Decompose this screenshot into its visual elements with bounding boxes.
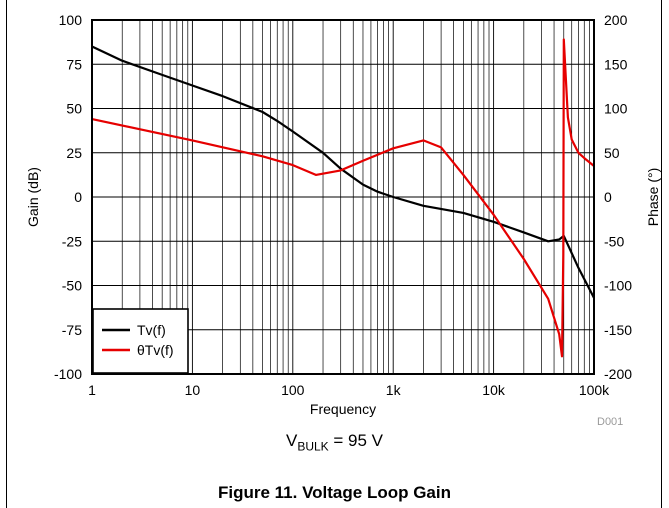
- y-left-tick-label: 25: [66, 145, 82, 161]
- plot-border: [91, 19, 595, 375]
- y-left-tick-label: 0: [74, 189, 82, 205]
- y-left-tick-label: -100: [54, 366, 82, 382]
- condition-subscript: BULK: [297, 439, 329, 454]
- condition-suffix: = 95 V: [328, 431, 384, 450]
- y-right-tick-label: -100: [604, 278, 632, 294]
- figure-caption: Figure 11. Voltage Loop Gain: [218, 483, 451, 502]
- watermark-label: D001: [597, 416, 623, 425]
- series-line-2: [91, 38, 595, 358]
- y-left-tick-label: -50: [62, 278, 82, 294]
- x-tick-label: 1k: [386, 382, 402, 398]
- legend: Tv(f) θTv(f): [92, 308, 189, 374]
- y-right-axis-title: Phase (°): [645, 168, 661, 227]
- x-tick-label: 10: [185, 382, 201, 398]
- legend-box: [92, 308, 189, 374]
- x-tick-label: 1: [88, 382, 96, 398]
- x-tick-label: 10k: [482, 382, 506, 398]
- figure-frame: [6, 0, 662, 508]
- y-left-tick-label: 50: [66, 101, 82, 117]
- y-right-tick-label: 200: [604, 12, 628, 28]
- y-left-tick-label: 75: [66, 56, 82, 72]
- y-left-tick-label: -75: [62, 322, 82, 338]
- x-tick-label: 100k: [579, 382, 610, 398]
- y-right-tick-label: -200: [604, 366, 632, 382]
- y-right-tick-label: 0: [604, 189, 612, 205]
- x-tick-label: 100: [281, 382, 305, 398]
- series-line-1: [91, 45, 595, 299]
- y-right-tick-label: 50: [604, 145, 620, 161]
- y-left-axis-title: Gain (dB): [25, 167, 41, 227]
- y-right-tick-label: -50: [604, 233, 624, 249]
- y-right-tick-label: 150: [604, 56, 628, 72]
- y-left-tick-label: 100: [59, 12, 83, 28]
- legend-label-2: θTv(f): [137, 342, 174, 358]
- legend-label-1: Tv(f): [137, 322, 166, 338]
- voltage-loop-gain-chart: 1 10 100 1k 10k 100k 100 75 50 25 0 -25 -50 -75 -100 20…: [25, 12, 661, 425]
- condition-prefix: V: [285, 431, 298, 450]
- operating-condition: VBULK = 95 V: [0, 431, 669, 453]
- x-axis-title: Frequency: [310, 401, 376, 417]
- y-left-tick-label: -25: [62, 233, 82, 249]
- y-right-tick-label: 100: [604, 101, 628, 117]
- y-right-tick-label: -150: [604, 322, 632, 338]
